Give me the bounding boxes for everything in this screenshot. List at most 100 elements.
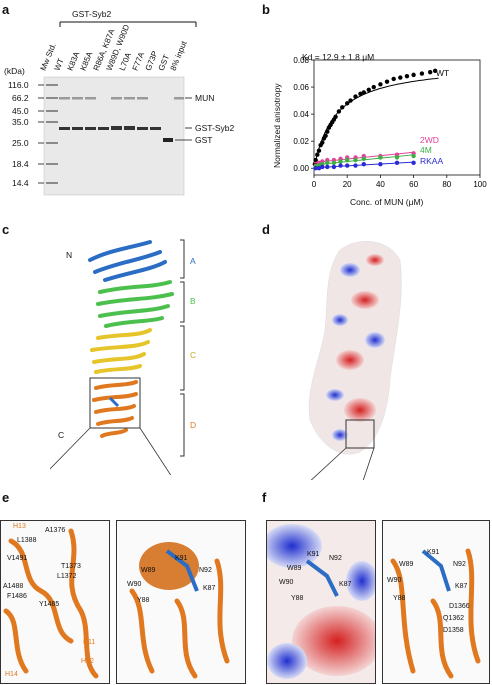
y-tick-label: 0.08 <box>293 56 309 65</box>
band-label-mun: MUN <box>195 93 215 103</box>
data-point-wt <box>398 75 403 80</box>
panel-f-right-zoom: K91 W89 N92 W90 K87 Y88 D1366 Q1362 D135… <box>382 520 490 684</box>
marker-label: 18.4 <box>12 159 29 169</box>
y-tick-label: 0.00 <box>293 164 309 173</box>
residue-label: W89 <box>399 561 414 568</box>
data-point-rkaa <box>320 164 325 170</box>
residue-label: N92 <box>453 561 466 568</box>
panel-f-label: f <box>262 490 267 505</box>
residue-label: Q1362 <box>443 615 465 622</box>
x-tick-label: 80 <box>442 180 451 189</box>
data-point-wt <box>384 79 390 84</box>
data-point-4m <box>338 159 343 164</box>
data-point-rkaa <box>345 163 350 168</box>
residue-label: F1486 <box>7 593 27 600</box>
data-point-4m <box>361 156 366 161</box>
data-point-wt <box>391 76 396 82</box>
residue-label: D1358 <box>443 627 464 634</box>
domain-d-label: D <box>190 420 197 430</box>
data-point-rkaa <box>411 160 416 166</box>
residue-label: N92 <box>329 555 342 562</box>
gel-figure <box>38 21 197 196</box>
residue-label: V1491 <box>7 555 28 562</box>
panel-e-left-zoom: H13 A1376 L1388 V1491 T1373 L1372 A1488 … <box>0 520 110 684</box>
electrostatic-surface <box>308 241 402 480</box>
panel-a-label: a <box>2 2 10 17</box>
data-point-rkaa <box>331 164 337 170</box>
legend-wt: WT <box>436 68 450 78</box>
data-point-4m <box>394 155 400 160</box>
data-point-wt <box>428 69 433 75</box>
gel-unit-label: (kDa) <box>4 66 25 76</box>
residue-label: N92 <box>199 567 212 574</box>
residue-label: W89 <box>141 567 156 574</box>
data-point-wt <box>336 109 342 114</box>
x-tick-label: 0 <box>312 180 317 189</box>
data-point-wt <box>404 74 410 79</box>
data-point-wt <box>325 129 330 134</box>
x-tick-label: 100 <box>473 180 487 189</box>
residue-label: Y88 <box>393 595 406 602</box>
data-point-4m <box>353 157 358 163</box>
marker-label: 35.0 <box>12 117 29 127</box>
residue-label: Y1485 <box>39 601 60 608</box>
syb2-peptide <box>108 396 120 408</box>
residue-label: K91 <box>175 555 188 562</box>
n-terminus-label: N <box>66 250 73 260</box>
data-point-wt <box>432 68 438 74</box>
zoom-box-d <box>345 419 375 449</box>
munc13-ribbon-structure <box>50 239 185 475</box>
residue-label: K91 <box>307 551 320 558</box>
marker-label: 14.4 <box>12 178 29 188</box>
data-point-4m <box>325 160 330 166</box>
domain-a-ribbon <box>88 240 167 282</box>
panel-b-label: b <box>262 2 270 17</box>
domain-a-label: A <box>190 256 196 266</box>
residue-label: W90 <box>127 581 142 588</box>
data-point-wt <box>313 157 318 163</box>
residue-label: L1372 <box>57 573 77 580</box>
helix-label: H12 <box>81 658 94 665</box>
legend-4m: 4M <box>420 145 432 155</box>
data-point-rkaa <box>325 164 330 170</box>
data-point-wt <box>378 82 383 87</box>
residue-label: K91 <box>427 549 440 556</box>
marker-label: 45.0 <box>12 106 29 116</box>
data-point-wt <box>361 90 366 95</box>
residue-label: W90 <box>387 577 402 584</box>
plot-frame <box>313 59 481 176</box>
data-point-rkaa <box>313 166 318 171</box>
x-tick-label: 60 <box>409 180 418 189</box>
gel-group-label: GST-Syb2 <box>72 9 112 19</box>
residue-label: Y88 <box>137 597 150 604</box>
legend-rkaa: RKAA <box>420 156 444 166</box>
panel-e-right-zoom: K91 W89 N92 W90 K87 Y88 <box>116 520 246 684</box>
domain-c-label: C <box>190 350 197 360</box>
marker-label: 66.2 <box>12 93 29 103</box>
marker-label: 25.0 <box>12 138 29 148</box>
panel-f-left-zoom: K91 N92 W89 W90 K87 Y88 <box>266 520 376 684</box>
data-point-wt <box>411 72 416 78</box>
helix-label: H14 <box>5 671 18 678</box>
data-point-rkaa <box>316 166 322 171</box>
gst-band <box>163 138 173 142</box>
data-point-4m <box>378 155 383 160</box>
residue-label: T1373 <box>61 563 81 570</box>
panel-d-label: d <box>262 222 270 237</box>
helix-label: H11 <box>83 639 96 646</box>
y-axis-label: Normalized anisotropy <box>272 83 282 168</box>
data-point-4m <box>411 153 416 159</box>
data-point-wt <box>345 101 350 106</box>
domain-brackets <box>180 239 185 457</box>
domain-b-label: B <box>190 296 196 306</box>
legend-2wd: 2WD <box>420 135 439 145</box>
anisotropy-chart: 0 20 40 60 80 100 0.00 0.02 0.04 0.06 0.08 <box>293 56 487 189</box>
gst-syb2-bands <box>59 126 161 130</box>
data-point-wt <box>340 105 345 110</box>
data-point-wt <box>353 94 358 99</box>
gel-image <box>43 76 185 196</box>
x-axis-label: Conc. of MUN (μM) <box>350 197 424 207</box>
data-point-rkaa <box>338 163 343 168</box>
data-point-4m <box>345 157 350 163</box>
data-point-wt <box>366 87 371 92</box>
